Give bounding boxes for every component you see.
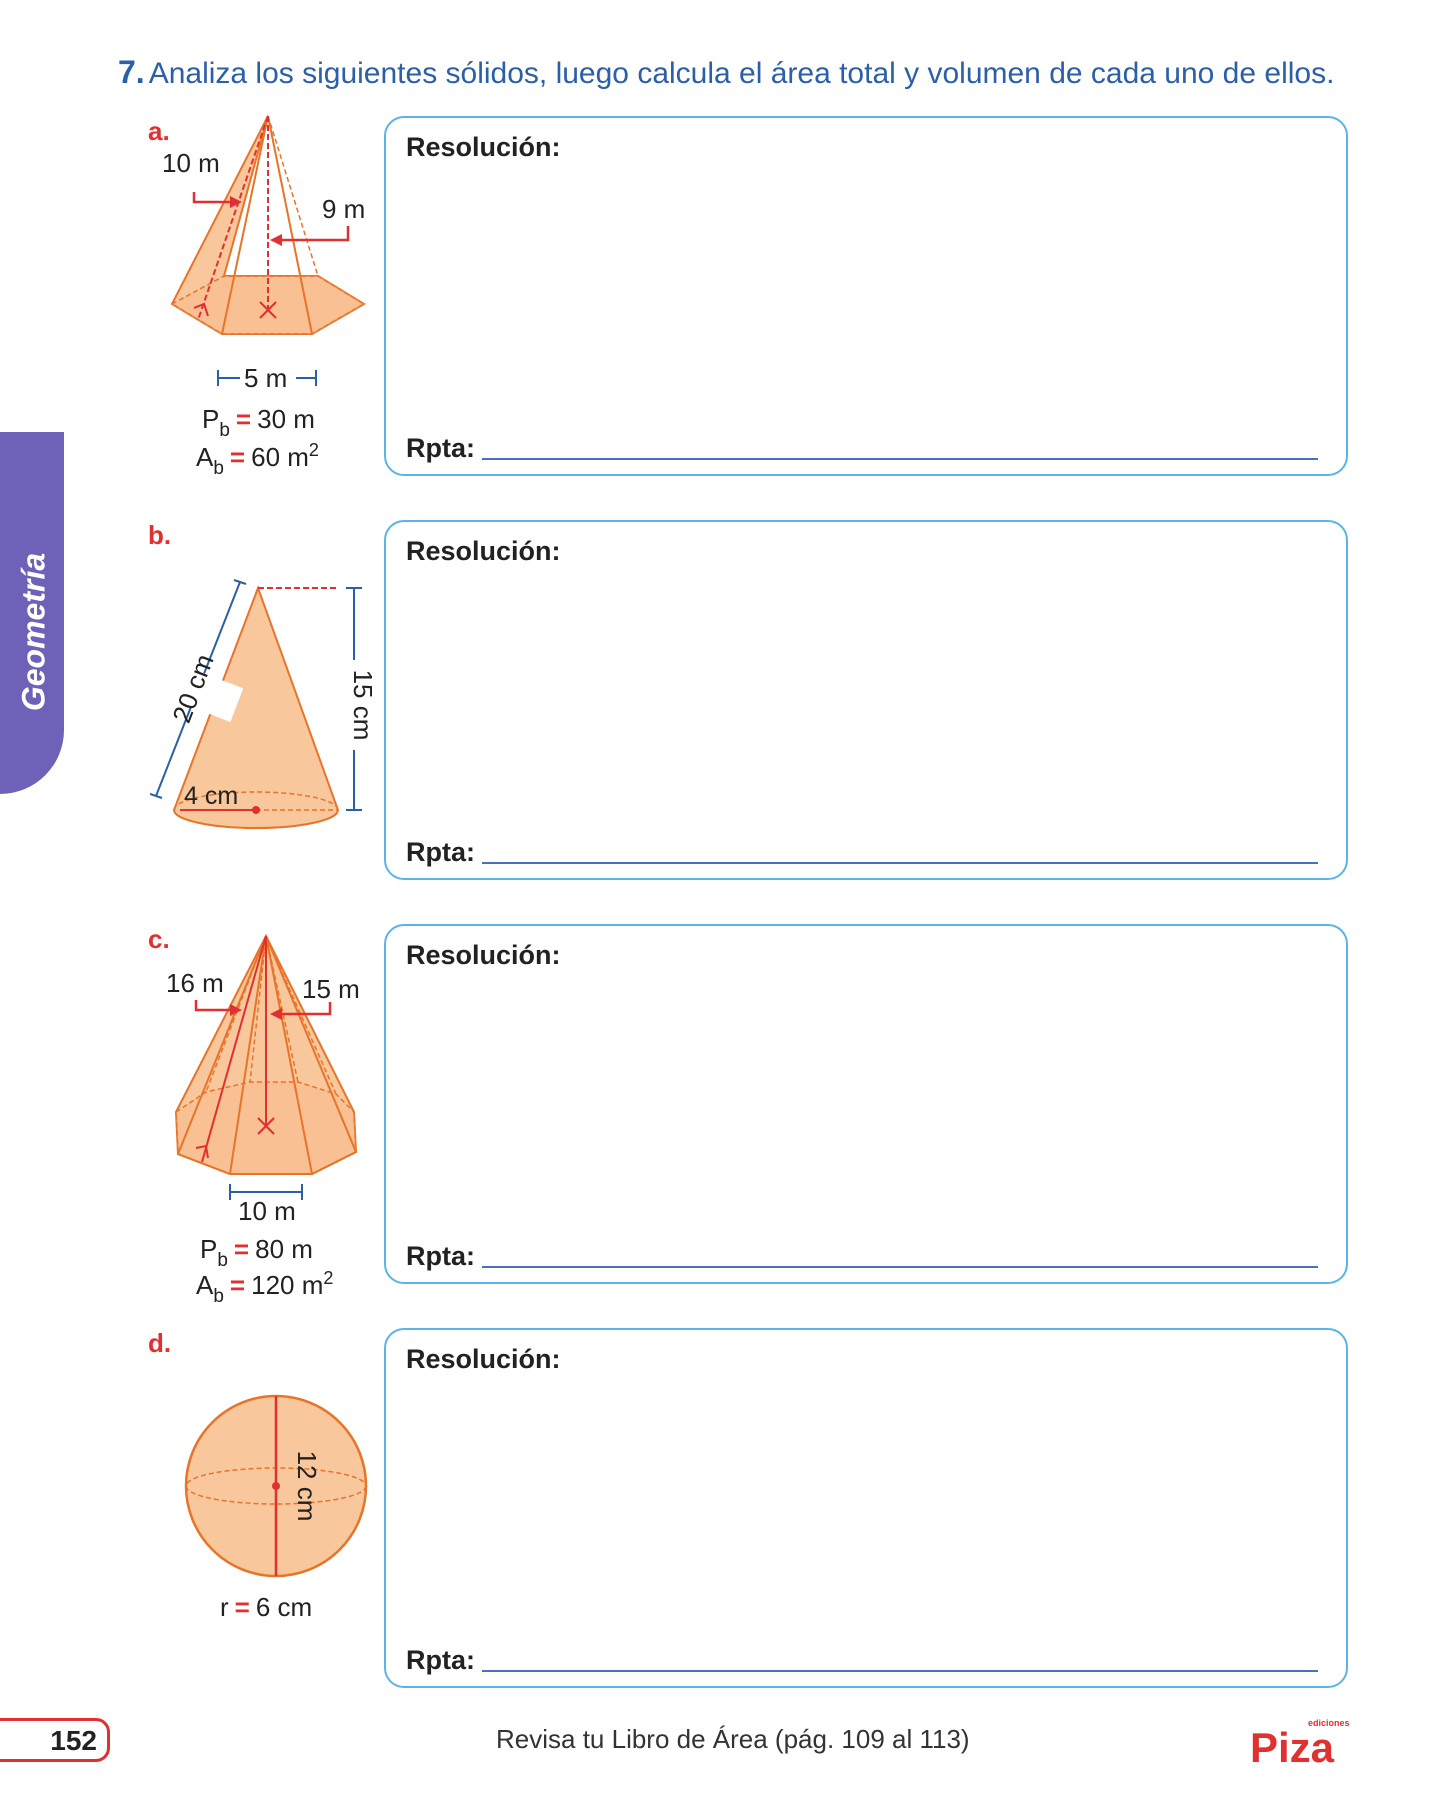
problem-letter-c: c. <box>148 924 170 954</box>
page-number-badge: 152 <box>0 1718 110 1762</box>
label-height: 15 cm <box>348 670 378 741</box>
exercise-instruction: 7. Analiza los siguientes sólidos, luego … <box>118 54 1334 91</box>
answer-line[interactable] <box>482 862 1318 864</box>
problem-letter-b: b. <box>148 520 172 550</box>
formula-base-area: Ab = 120 m2 <box>196 1268 333 1307</box>
figure-sphere: 12 cm r = 6 cm <box>184 1394 368 1622</box>
instruction-text: Analiza los siguientes sólidos, luego ca… <box>148 57 1335 90</box>
answer-label: Rpta: <box>406 837 475 867</box>
answer-line[interactable] <box>482 1670 1318 1672</box>
side-section-tab <box>0 432 64 794</box>
label-radius: 4 cm <box>184 782 238 810</box>
figure-hexagonal-pyramid: 10 m 9 m 5 m Pb = 30 m Ab = 60 m2 <box>162 115 366 479</box>
formula-base-area: Ab = 60 m2 <box>196 440 319 479</box>
label-base-side: 10 m <box>238 1196 296 1226</box>
problem-letter-d: d. <box>148 1328 172 1358</box>
figure-cone: 20 cm 15 cm 4 cm <box>150 579 378 829</box>
figure-octagonal-pyramid: 16 m 15 m 10 m Pb = 80 m Ab = 120 m2 <box>166 933 360 1307</box>
answer-box-d[interactable]: Resolución: Rpta: <box>384 1328 1348 1688</box>
answer-label: Rpta: <box>406 1241 475 1271</box>
label-base-side: 5 m <box>244 363 287 393</box>
formula-base-perimeter: Pb = 80 m <box>200 1234 313 1271</box>
exercise-number: 7. <box>118 54 145 90</box>
label-slant-height: 10 m <box>162 148 220 178</box>
page-number: 152 <box>50 1725 97 1756</box>
answer-line[interactable] <box>482 458 1318 460</box>
answer-box-a[interactable]: Resolución: Rpta: <box>384 116 1348 476</box>
label-height: 9 m <box>322 194 365 224</box>
piza-logo: ediciones Piza <box>1250 1718 1350 1771</box>
resolution-label: Resolución: <box>406 940 561 970</box>
answer-line[interactable] <box>482 1266 1318 1268</box>
answer-box-b[interactable]: Resolución: Rpta: <box>384 520 1348 880</box>
side-section-label: Geometría <box>15 552 52 712</box>
logo-tag: ediciones <box>1308 1718 1350 1728</box>
label-height: 15 m <box>302 974 360 1004</box>
resolution-label: Resolución: <box>406 536 561 566</box>
answer-label: Rpta: <box>406 433 475 463</box>
answer-box-c[interactable]: Resolución: Rpta: <box>384 924 1348 1284</box>
label-diameter: 12 cm <box>292 1451 322 1522</box>
label-slant-height: 16 m <box>166 968 224 998</box>
answer-label: Rpta: <box>406 1645 475 1675</box>
problem-letter-a: a. <box>148 116 170 146</box>
resolution-label: Resolución: <box>406 1344 561 1374</box>
formula-radius: r = 6 cm <box>220 1592 312 1622</box>
resolution-label: Resolución: <box>406 132 561 162</box>
logo-text: Piza <box>1250 1724 1335 1771</box>
formula-base-perimeter: Pb = 30 m <box>202 404 315 441</box>
footer-reference: Revisa tu Libro de Área (pág. 109 al 113… <box>496 1724 970 1754</box>
